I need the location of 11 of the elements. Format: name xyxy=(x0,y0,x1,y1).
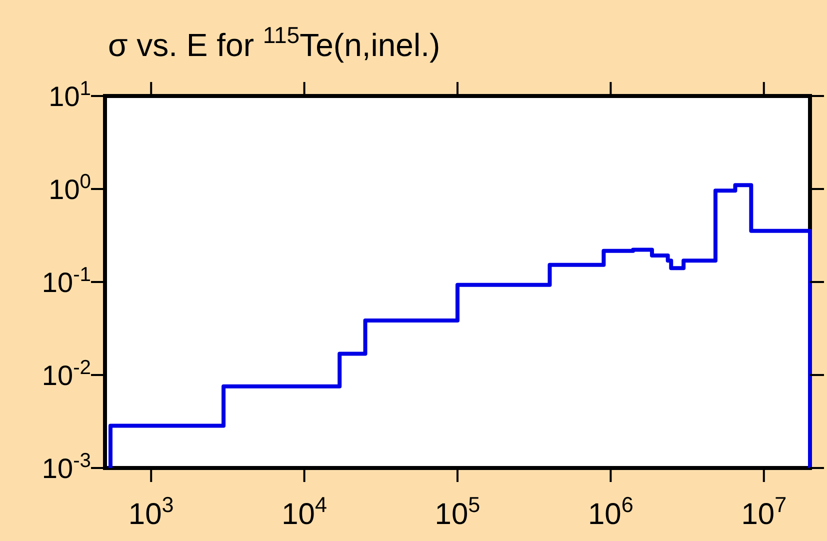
y-tick-label: 10$^{-3}$ xyxy=(42,450,91,484)
x-tick-label: 10$^{6}$ xyxy=(588,492,634,531)
y-tick-label: 10$^{0}$ xyxy=(48,171,91,205)
y-tick-label: 10$^{1}$ xyxy=(48,78,91,112)
y-tick-label: 10$^{-2}$ xyxy=(42,357,91,391)
y-tick-label: 10$^{-1}$ xyxy=(42,264,91,298)
x-tick-label: 10$^{7}$ xyxy=(741,492,787,531)
x-tick-label: 10$^{3}$ xyxy=(128,492,174,531)
x-tick-label: 10$^{5}$ xyxy=(434,492,480,531)
x-tick-label: 10$^{4}$ xyxy=(282,492,328,531)
chart-title: σ vs. E for $^{115}$Te(n,inel.) xyxy=(108,22,440,63)
